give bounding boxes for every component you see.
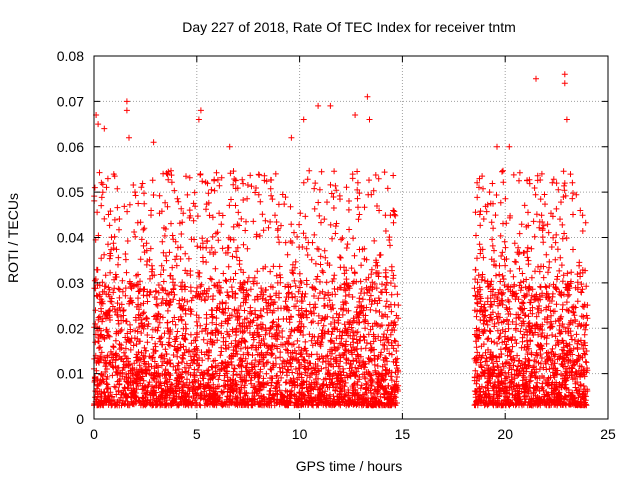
y-tick-label: 0.07 xyxy=(57,93,84,109)
x-tick-labels: 0 5 10 15 20 25 xyxy=(90,426,616,442)
y-tick-label: 0.08 xyxy=(57,48,84,64)
axis-ticks xyxy=(93,55,609,420)
x-tick-label: 5 xyxy=(193,426,201,442)
y-tick-label: 0.06 xyxy=(57,139,84,155)
x-tick-label: 25 xyxy=(600,426,616,442)
y-tick-label: 0.01 xyxy=(57,366,84,382)
x-tick-label: 20 xyxy=(497,426,513,442)
y-tick-label: 0.02 xyxy=(57,320,84,336)
x-tick-label: 0 xyxy=(90,426,98,442)
y-tick-label: 0 xyxy=(76,411,84,427)
x-tick-label: 10 xyxy=(292,426,308,442)
x-tick-label: 15 xyxy=(395,426,411,442)
y-tick-labels: 0 0.01 0.02 0.03 0.04 0.05 0.06 0.07 0.08 xyxy=(57,48,84,427)
y-axis-label: ROTI / TECUs xyxy=(5,193,21,283)
data-points xyxy=(91,71,591,409)
y-tick-label: 0.04 xyxy=(57,230,84,246)
y-tick-label: 0.05 xyxy=(57,184,84,200)
chart-title: Day 227 of 2018, Rate Of TEC Index for r… xyxy=(182,19,516,35)
y-tick-label: 0.03 xyxy=(57,275,84,291)
x-axis-label: GPS time / hours xyxy=(296,458,403,474)
roti-points xyxy=(91,71,591,409)
grid-lines xyxy=(94,56,608,419)
